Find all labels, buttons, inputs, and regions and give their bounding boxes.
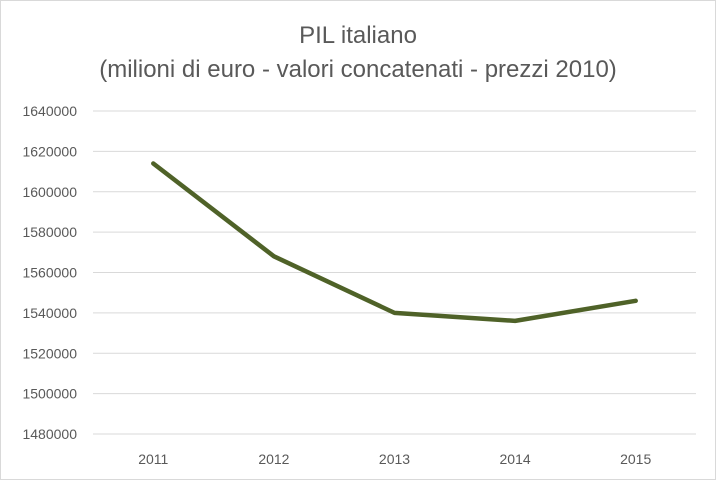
chart-title-block: PIL italiano (milioni di euro - valori c…	[1, 19, 715, 87]
y-tick-label: 1580000	[22, 224, 77, 240]
chart-subtitle: (milioni di euro - valori concatenati - …	[99, 56, 617, 83]
y-axis-tick-labels: 1480000 1500000 1520000 1540000 1560000 15800…	[22, 103, 77, 442]
series-layer	[151, 161, 638, 324]
x-tick-label: 2014	[500, 451, 531, 467]
y-tick-label: 1560000	[22, 265, 77, 281]
y-tick-label: 1600000	[22, 184, 77, 200]
chart-title: PIL italiano	[299, 22, 417, 49]
y-tick-label: 1640000	[22, 103, 77, 119]
x-tick-label: 2013	[379, 451, 410, 467]
x-tick-label: 2012	[258, 451, 289, 467]
y-tick-label: 1520000	[22, 345, 77, 361]
x-tick-label: 2015	[620, 451, 651, 467]
y-tick-label: 1540000	[22, 305, 77, 321]
x-tick-label: 2011	[138, 451, 168, 467]
y-tick-label: 1620000	[22, 143, 77, 159]
series-line	[151, 161, 638, 324]
x-axis-tick-labels: 2011 2012 2013 2014 2015	[138, 451, 651, 467]
y-tick-label: 1500000	[22, 386, 77, 402]
y-tick-label: 1480000	[22, 426, 77, 442]
gridlines	[93, 110, 696, 435]
